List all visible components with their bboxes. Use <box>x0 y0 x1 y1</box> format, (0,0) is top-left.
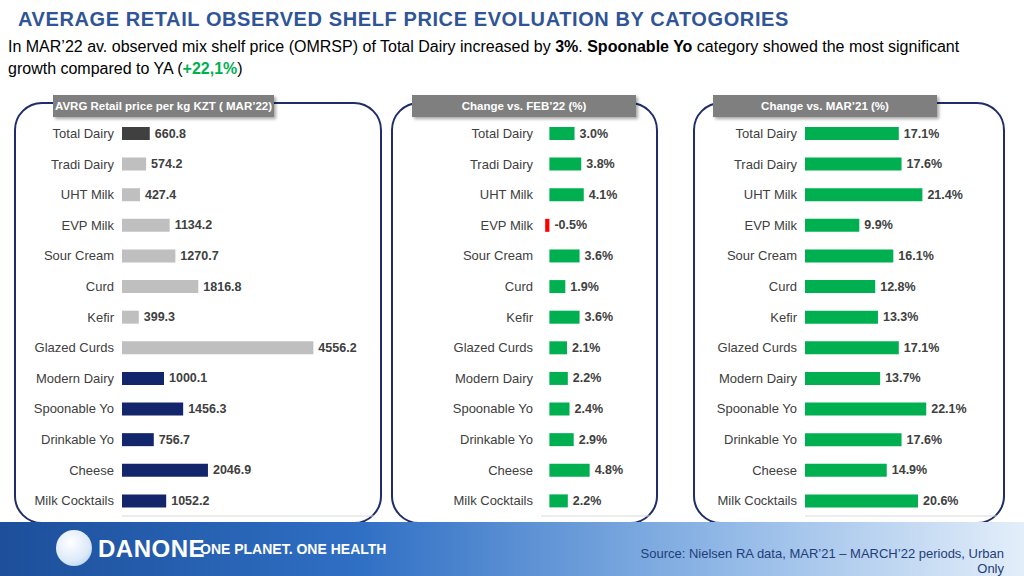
svg-text:Milk Cocktails: Milk Cocktails <box>454 493 534 508</box>
svg-text:4.8%: 4.8% <box>595 463 624 477</box>
svg-text:Curd: Curd <box>86 279 114 294</box>
svg-text:Modern Dairy: Modern Dairy <box>719 371 798 386</box>
svg-text:Tradi Dairy: Tradi Dairy <box>470 157 534 172</box>
html-text:In MAR’22 av. observed mix she: In MAR’22 av. observed mix shelf price (… <box>8 38 960 77</box>
svg-text:9.9%: 9.9% <box>864 218 893 232</box>
svg-text:1134.2: 1134.2 <box>175 218 213 232</box>
svg-text:1.9%: 1.9% <box>570 280 599 294</box>
svg-text:Sour Cream: Sour Cream <box>727 248 797 263</box>
svg-text:1000.1: 1000.1 <box>169 371 207 385</box>
svg-text:3.8%: 3.8% <box>586 157 615 171</box>
svg-text:574.2: 574.2 <box>151 157 182 171</box>
svg-text:1052.2: 1052.2 <box>171 494 209 508</box>
svg-text:Total Dairy: Total Dairy <box>472 126 534 141</box>
svg-text:Spoonable Yo: Spoonable Yo <box>453 401 533 416</box>
svg-text:2.1%: 2.1% <box>572 341 601 355</box>
svg-text:Curd: Curd <box>505 279 533 294</box>
svg-text:20.6%: 20.6% <box>923 494 958 508</box>
svg-text:2.4%: 2.4% <box>575 402 604 416</box>
svg-text:14.9%: 14.9% <box>892 463 927 477</box>
svg-text:Kefir: Kefir <box>506 310 533 325</box>
svg-text:4.1%: 4.1% <box>589 188 618 202</box>
svg-text:Kefir: Kefir <box>770 310 797 325</box>
svg-text:2.2%: 2.2% <box>573 494 602 508</box>
svg-text:UHT Milk: UHT Milk <box>480 187 534 202</box>
svg-text:22.1%: 22.1% <box>931 402 966 416</box>
svg-text:17.6%: 17.6% <box>907 157 942 171</box>
svg-text:Total Dairy: Total Dairy <box>53 126 115 141</box>
svg-text:13.7%: 13.7% <box>885 371 920 385</box>
svg-text:Glazed Curds: Glazed Curds <box>35 340 115 355</box>
svg-text:Spoonable Yo: Spoonable Yo <box>717 401 797 416</box>
svg-text:17.1%: 17.1% <box>904 127 939 141</box>
html-text:ONE PLANET. ONE HEALTH: ONE PLANET. ONE HEALTH <box>200 541 387 557</box>
svg-text:Curd: Curd <box>769 279 797 294</box>
svg-text:Milk Cocktails: Milk Cocktails <box>718 493 798 508</box>
svg-text:16.1%: 16.1% <box>898 249 933 263</box>
svg-text:Tradi Dairy: Tradi Dairy <box>734 157 798 172</box>
svg-text:Cheese: Cheese <box>69 463 114 478</box>
svg-text:EVP Milk: EVP Milk <box>62 218 115 233</box>
svg-text:660.8: 660.8 <box>155 127 186 141</box>
svg-text:21.4%: 21.4% <box>927 188 962 202</box>
svg-text:17.6%: 17.6% <box>907 433 942 447</box>
svg-text:Milk Cocktails: Milk Cocktails <box>35 493 115 508</box>
svg-text:UHT Milk: UHT Milk <box>744 187 798 202</box>
svg-text:3.6%: 3.6% <box>585 249 614 263</box>
svg-text:Drinkable Yo: Drinkable Yo <box>724 432 797 447</box>
svg-text:1270.7: 1270.7 <box>180 249 218 263</box>
svg-text:1456.3: 1456.3 <box>188 402 226 416</box>
svg-text:399.3: 399.3 <box>144 310 175 324</box>
svg-text:17.1%: 17.1% <box>904 341 939 355</box>
svg-text:Total Dairy: Total Dairy <box>736 126 798 141</box>
html-text:AVRG Retail price per kg KZT (: AVRG Retail price per kg KZT ( MAR’22) <box>55 100 272 112</box>
html-text:Change vs. FEB’22 (%): Change vs. FEB’22 (%) <box>461 100 587 112</box>
svg-text:2046.9: 2046.9 <box>213 463 251 477</box>
svg-text:Drinkable Yo: Drinkable Yo <box>460 432 533 447</box>
svg-text:427.4: 427.4 <box>145 188 176 202</box>
svg-text:2.9%: 2.9% <box>579 433 608 447</box>
svg-text:Sour Cream: Sour Cream <box>463 248 533 263</box>
svg-text:Cheese: Cheese <box>488 463 533 478</box>
html-text:Change vs. MAR’21 (%): Change vs. MAR’21 (%) <box>761 100 889 112</box>
html-text:Source: Nielsen RA data, MAR’2: Source: Nielsen RA data, MAR’21 – MARCH’… <box>640 546 1004 576</box>
svg-text:Kefir: Kefir <box>87 310 114 325</box>
svg-text:UHT Milk: UHT Milk <box>61 187 115 202</box>
svg-text:13.3%: 13.3% <box>883 310 918 324</box>
svg-text:1816.8: 1816.8 <box>203 280 241 294</box>
svg-text:Cheese: Cheese <box>752 463 797 478</box>
svg-text:3.6%: 3.6% <box>585 310 614 324</box>
svg-text:Sour Cream: Sour Cream <box>44 248 114 263</box>
svg-text:Tradi Dairy: Tradi Dairy <box>51 157 115 172</box>
html-text:AVERAGE RETAIL OBSERVED SHELF: AVERAGE RETAIL OBSERVED SHELF PRICE EVOL… <box>18 8 789 30</box>
svg-text:2.2%: 2.2% <box>573 371 602 385</box>
html-text:DANONE: DANONE <box>98 535 205 562</box>
svg-text:Modern Dairy: Modern Dairy <box>36 371 115 386</box>
svg-text:Spoonable Yo: Spoonable Yo <box>34 401 114 416</box>
svg-text:12.8%: 12.8% <box>880 280 915 294</box>
svg-text:Glazed Curds: Glazed Curds <box>454 340 534 355</box>
svg-text:-0.5%: -0.5% <box>554 218 587 232</box>
svg-text:756.7: 756.7 <box>159 433 190 447</box>
svg-text:Drinkable Yo: Drinkable Yo <box>41 432 114 447</box>
svg-text:4556.2: 4556.2 <box>318 341 356 355</box>
svg-text:3.0%: 3.0% <box>580 127 609 141</box>
svg-text:EVP Milk: EVP Milk <box>481 218 534 233</box>
svg-text:Glazed Curds: Glazed Curds <box>718 340 798 355</box>
svg-text:EVP Milk: EVP Milk <box>745 218 798 233</box>
svg-text:Modern Dairy: Modern Dairy <box>455 371 534 386</box>
